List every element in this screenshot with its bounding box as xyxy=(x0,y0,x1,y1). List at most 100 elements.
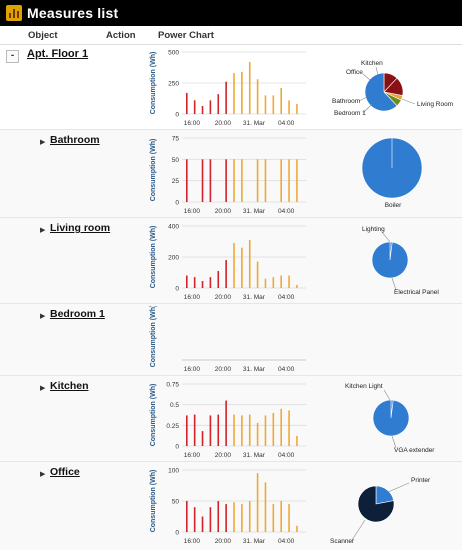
pie-slice xyxy=(372,399,410,437)
expand-arrow-icon[interactable]: ▶ xyxy=(40,139,46,146)
bar xyxy=(225,400,227,446)
section-living-room: ▶ Living room Consumption (Wh) 400 200 0 16:… xyxy=(0,218,462,304)
bar xyxy=(233,502,235,532)
pie-slice xyxy=(357,485,395,523)
y-tick-label: 0 xyxy=(175,112,179,119)
x-tick-label: 20:00 xyxy=(215,208,232,215)
section-title[interactable]: Office xyxy=(50,466,80,478)
y-tick-label: 0.25 xyxy=(166,423,179,430)
bar xyxy=(241,71,243,114)
expand-arrow-icon[interactable]: ▶ xyxy=(40,227,46,234)
x-tick-label: 16:00 xyxy=(184,452,201,459)
y-axis-label: Consumption (Wh) xyxy=(150,384,157,447)
bar xyxy=(288,100,290,114)
expand-arrow-icon[interactable]: ▶ xyxy=(40,313,46,320)
pie-chart: Kitchen Office Bathroom Bedroom 1 Living Roo… xyxy=(332,60,453,117)
power-chart: Consumption (Wh) 500 250 0 16:00 20:00 31. Mar… xyxy=(150,50,306,127)
column-header-object: Object xyxy=(28,30,58,41)
bar xyxy=(272,277,275,288)
power-chart: Consumption (Wh) 75 50 25 0 16:00 20:00 31. Mar… xyxy=(150,136,306,215)
bar xyxy=(280,408,282,446)
bar xyxy=(217,94,220,114)
bar xyxy=(193,507,196,532)
x-tick-label: 31. Mar xyxy=(243,452,266,459)
bar xyxy=(280,275,282,288)
bar xyxy=(201,431,204,446)
x-tick-label: 31. Mar xyxy=(243,366,266,373)
pie-label: Boiler xyxy=(385,202,402,209)
x-tick-label: 16:00 xyxy=(184,538,201,545)
x-tick-label: 20:00 xyxy=(215,366,232,373)
expand-arrow-icon[interactable]: ▶ xyxy=(40,385,46,392)
y-tick-label: 25 xyxy=(172,178,180,185)
pie-chart: Boiler xyxy=(361,137,423,209)
title-bar: Measures list xyxy=(0,0,462,26)
pie-chart: Kitchen Light VGA extender xyxy=(345,383,435,454)
section-title[interactable]: Kitchen xyxy=(50,380,89,392)
x-tick-label: 04:00 xyxy=(278,294,295,301)
bar xyxy=(272,412,275,446)
bar xyxy=(264,159,267,202)
bar xyxy=(233,243,235,288)
collapse-toggle[interactable]: - xyxy=(6,50,19,63)
pie-leader-line xyxy=(391,435,397,449)
bar xyxy=(288,159,290,202)
pie-label: Electrical Panel xyxy=(394,289,439,296)
bar xyxy=(186,415,188,446)
power-chart: Consumption (Wh) 400 200 0 16:00 20:00 31. Mar… xyxy=(150,224,306,301)
bar xyxy=(241,415,243,446)
pie-label: Lighting xyxy=(362,226,385,233)
pie-label: Living Room xyxy=(417,101,453,108)
y-axis-label: Consumption (Wh) xyxy=(150,52,157,115)
bar xyxy=(241,159,243,202)
y-tick-label: 250 xyxy=(168,81,179,88)
bar xyxy=(225,81,227,114)
bar xyxy=(201,105,204,114)
y-tick-label: 0 xyxy=(175,444,179,451)
x-tick-label: 16:00 xyxy=(184,208,201,215)
section-title[interactable]: Bedroom 1 xyxy=(50,308,105,320)
x-tick-label: 20:00 xyxy=(215,120,232,127)
x-tick-label: 31. Mar xyxy=(243,208,266,215)
bar xyxy=(209,277,212,288)
bar xyxy=(186,92,188,114)
x-tick-label: 04:00 xyxy=(278,538,295,545)
bar xyxy=(233,159,235,202)
expand-arrow-icon[interactable]: ▶ xyxy=(40,471,46,478)
bar xyxy=(296,284,298,288)
bar xyxy=(272,504,275,532)
section-title[interactable]: Living room xyxy=(50,222,111,234)
y-axis-label: Consumption (Wh) xyxy=(150,470,157,533)
bar xyxy=(280,87,282,114)
bar xyxy=(225,159,227,202)
section-office: ▶ Office Consumption (Wh) 100 50 0 16:00 20:0… xyxy=(0,462,462,550)
bar xyxy=(256,261,259,288)
bar xyxy=(209,159,212,202)
pie-leader-line xyxy=(387,482,410,493)
bar xyxy=(233,73,235,114)
pie-leader-line xyxy=(362,73,371,81)
bar xyxy=(209,100,212,114)
bar xyxy=(248,61,251,114)
bar xyxy=(233,414,235,446)
section-title[interactable]: Apt. Floor 1 xyxy=(27,48,89,60)
pie-leader-line xyxy=(381,231,391,243)
bar xyxy=(186,159,188,202)
bar xyxy=(272,95,275,114)
section-title[interactable]: Bathroom xyxy=(50,134,100,146)
bar xyxy=(201,516,204,532)
bar xyxy=(248,501,251,532)
bar xyxy=(193,277,196,288)
power-chart: Consumption (Wh) 16:00 20:00 31. Mar 04:00 xyxy=(150,306,306,373)
column-header-power-chart: Power Chart xyxy=(158,30,214,41)
bar xyxy=(264,278,267,288)
pie-slice xyxy=(371,241,409,279)
bar xyxy=(186,275,188,288)
pie-leader-line xyxy=(401,98,416,105)
pie-leader-line xyxy=(375,66,379,76)
pie-label: Kitchen Light xyxy=(345,383,383,390)
pie-chart: Printer Scanner xyxy=(330,477,431,545)
y-axis-label: Consumption (Wh) xyxy=(150,306,157,367)
pie-label: Printer xyxy=(411,477,431,484)
bar xyxy=(217,270,220,288)
